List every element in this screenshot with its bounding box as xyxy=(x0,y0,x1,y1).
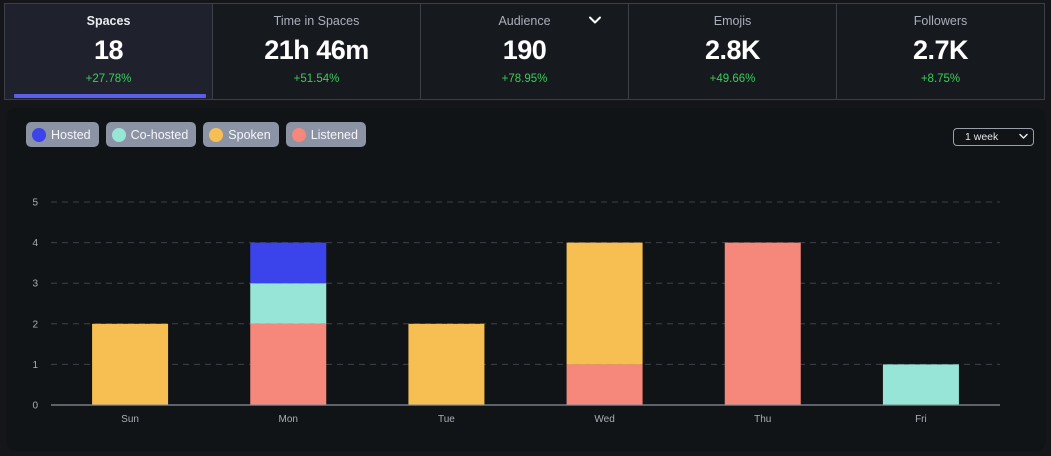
chevron-down-icon[interactable] xyxy=(588,15,602,25)
chevron-down-icon xyxy=(1019,133,1028,139)
legend-swatch-spoken xyxy=(209,127,224,142)
legend-toggle-listened[interactable]: Listened xyxy=(285,122,366,147)
bar-segment-spoken-tue xyxy=(408,323,485,405)
bar-segment-listened-wed xyxy=(566,364,643,405)
legend-toggle-hosted[interactable]: Hosted xyxy=(26,122,99,147)
tab-label: Time in Spaces xyxy=(273,14,360,28)
legend-swatch-co-hosted xyxy=(111,127,126,142)
legend-label: Co-hosted xyxy=(130,127,189,142)
legend-label: Hosted xyxy=(51,127,91,142)
x-tick-label: Mon xyxy=(279,414,298,425)
tab-label: Spaces xyxy=(86,14,131,28)
legend-swatch-hosted xyxy=(32,127,46,142)
tab-label: Audience xyxy=(498,14,551,28)
bar-segment-hosted-mon xyxy=(250,242,327,284)
tab-delta: +8.75% xyxy=(920,73,961,85)
active-tab-indicator xyxy=(14,94,206,98)
bar-segment-listened-mon xyxy=(250,323,327,405)
bar-segment-co-hosted-mon xyxy=(250,283,327,324)
time-range-value: 1 week xyxy=(965,131,999,143)
tab-emojis[interactable]: Emojis 2.8K +49.66% xyxy=(628,3,837,100)
tab-spaces[interactable]: Spaces 18 +27.78% xyxy=(4,3,213,100)
stacked-bar-chart: 0 1 2 3 4 5 Sun Mon Tue Wed Thu Fri xyxy=(32,198,1000,425)
legend-toggle-co-hosted[interactable]: Co-hosted xyxy=(105,122,197,147)
x-tick-label: Fri xyxy=(915,414,927,425)
legend-swatch-listened xyxy=(291,127,306,142)
tab-delta: +51.54% xyxy=(293,73,340,85)
x-tick-label: Thu xyxy=(754,414,771,425)
chart-panel: Hosted Co-hosted Spoken Listened 1 week … xyxy=(6,108,1046,451)
y-tick-label: 0 xyxy=(32,401,38,412)
tab-value: 2.8K xyxy=(704,35,761,65)
bar-segment-spoken-sun xyxy=(92,323,169,405)
legend-toggle-spoken[interactable]: Spoken xyxy=(203,122,279,147)
y-tick-label: 2 xyxy=(32,319,38,330)
tab-value: 190 xyxy=(502,35,547,65)
x-tick-label: Tue xyxy=(438,414,455,425)
tab-time-in-spaces[interactable]: Time in Spaces 21h 46m +51.54% xyxy=(212,3,421,100)
time-range-select[interactable]: 1 week xyxy=(953,128,1034,146)
tab-value: 21h 46m xyxy=(264,35,369,65)
y-tick-label: 3 xyxy=(32,279,38,290)
x-tick-label: Wed xyxy=(594,414,614,425)
metric-tabs: Spaces 18 +27.78% Time in Spaces 21h 46m… xyxy=(4,3,1048,100)
bar-segment-co-hosted-fri xyxy=(882,364,959,405)
legend-label: Listened xyxy=(310,127,358,142)
tab-delta: +49.66% xyxy=(709,73,756,85)
tab-audience[interactable]: Audience 190 +78.95% xyxy=(420,3,629,100)
legend-label: Spoken xyxy=(228,127,271,142)
y-tick-label: 1 xyxy=(32,360,38,371)
tab-label: Emojis xyxy=(713,14,752,28)
tab-delta: +27.78% xyxy=(85,73,132,85)
chart-legend: Hosted Co-hosted Spoken Listened xyxy=(26,122,366,147)
tab-label: Followers xyxy=(913,14,968,28)
tab-value: 18 xyxy=(93,35,124,65)
tab-followers[interactable]: Followers 2.7K +8.75% xyxy=(836,3,1045,100)
tab-value: 2.7K xyxy=(912,35,969,65)
y-tick-label: 5 xyxy=(32,198,38,209)
x-tick-label: Sun xyxy=(121,414,139,425)
y-tick-label: 4 xyxy=(32,238,38,249)
tab-delta: +78.95% xyxy=(501,73,548,85)
bar-segment-listened-thu xyxy=(724,242,801,405)
bar-segment-spoken-wed xyxy=(566,242,643,365)
